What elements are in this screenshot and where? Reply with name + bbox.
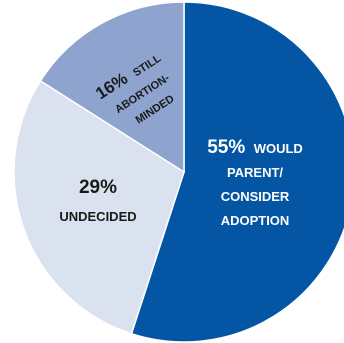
slice-word-would: WOULD [254, 141, 303, 156]
slice-pct-undecided: 29% [79, 177, 117, 198]
slice-pct-would-parent: 55% [207, 137, 245, 158]
svg-text:CONSIDER: CONSIDER [221, 189, 290, 204]
svg-text:ADOPTION: ADOPTION [221, 213, 290, 228]
slice-word-undecided: UNDECIDED [59, 209, 136, 224]
slice-label-undecided: 29% UNDECIDED [59, 177, 136, 224]
slice-word-adoption: ADOPTION [221, 213, 290, 228]
slice-word-consider: CONSIDER [221, 189, 290, 204]
pie-slice-abortion-minded [39, 1, 185, 174]
pie-slices [13, 1, 344, 343]
svg-text:55% WOULD: 55% WOULD [207, 137, 303, 158]
svg-text:PARENT/: PARENT/ [227, 165, 283, 180]
pie-slice-undecided [13, 79, 185, 335]
slice-word-parent: PARENT/ [227, 165, 283, 180]
slice-label-would-parent: 55% WOULD PARENT/ CONSIDER ADOPTION [207, 137, 303, 228]
